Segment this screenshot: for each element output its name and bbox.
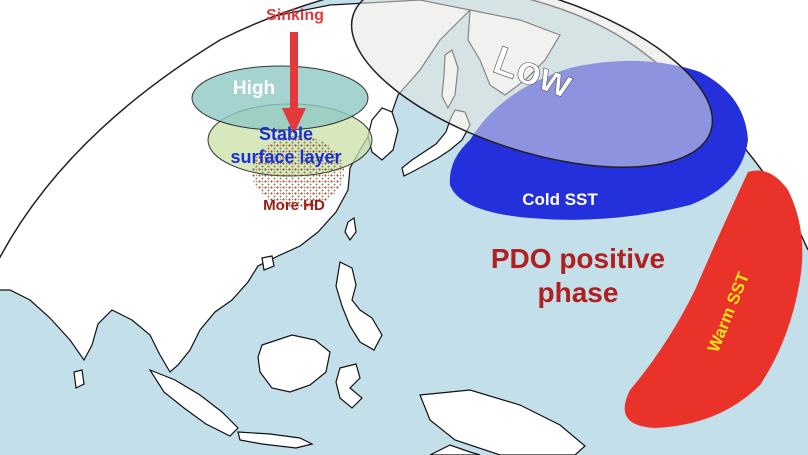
borneo-island	[257, 334, 331, 393]
low-pressure-ellipse	[350, 0, 714, 168]
high-label: High	[233, 78, 275, 99]
java-island	[237, 431, 314, 449]
sinking-label: Sinking	[266, 7, 324, 24]
warm-sst-region	[624, 170, 803, 428]
philippines-islands	[335, 261, 383, 351]
cold-sst-label: Cold SST	[522, 190, 598, 209]
sinking-arrow	[282, 32, 306, 134]
stable-layer-label-line2: surface layer	[230, 147, 341, 167]
sri-lanka-island	[73, 369, 85, 389]
pdo-phase-label-line2: phase	[538, 277, 619, 308]
more-hd-label: More HD	[263, 197, 325, 214]
high-pressure-ellipse	[191, 65, 369, 131]
australia-north	[429, 444, 481, 455]
japan-islands	[401, 109, 471, 177]
haze-days-area	[252, 136, 344, 208]
sumatra-island	[148, 368, 239, 437]
stable-layer-label-line1: Stable	[259, 124, 313, 144]
pdo-phase-label-line1: PDO positive	[491, 243, 665, 274]
hainan-island	[261, 255, 275, 271]
new-guinea-island	[419, 389, 586, 455]
taiwan-island	[344, 216, 357, 242]
sulawesi-island	[335, 363, 363, 409]
